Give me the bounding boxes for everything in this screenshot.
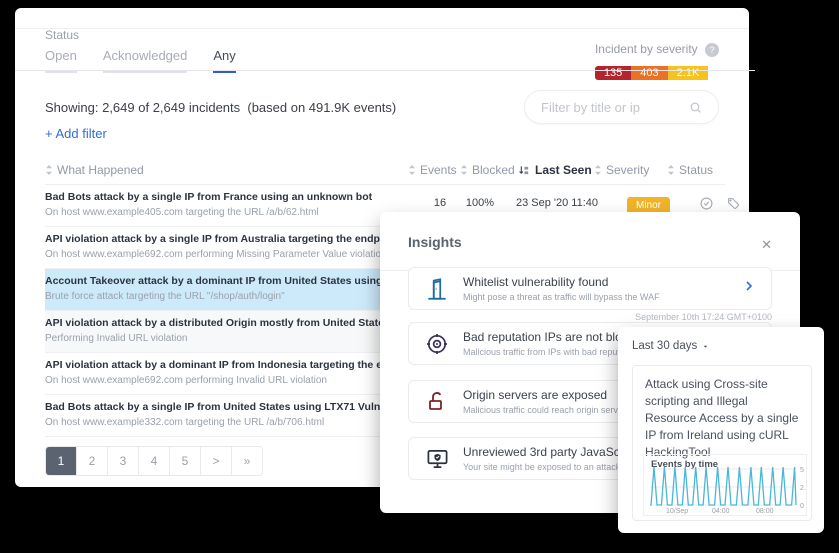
svg-text:0: 0: [800, 503, 804, 510]
svg-text:5: 5: [800, 467, 804, 474]
svg-text:2.5: 2.5: [800, 485, 806, 492]
svg-text:10/Sep: 10/Sep: [666, 508, 688, 515]
svg-text:08:00: 08:00: [756, 508, 774, 515]
svg-text:04:00: 04:00: [712, 508, 730, 515]
